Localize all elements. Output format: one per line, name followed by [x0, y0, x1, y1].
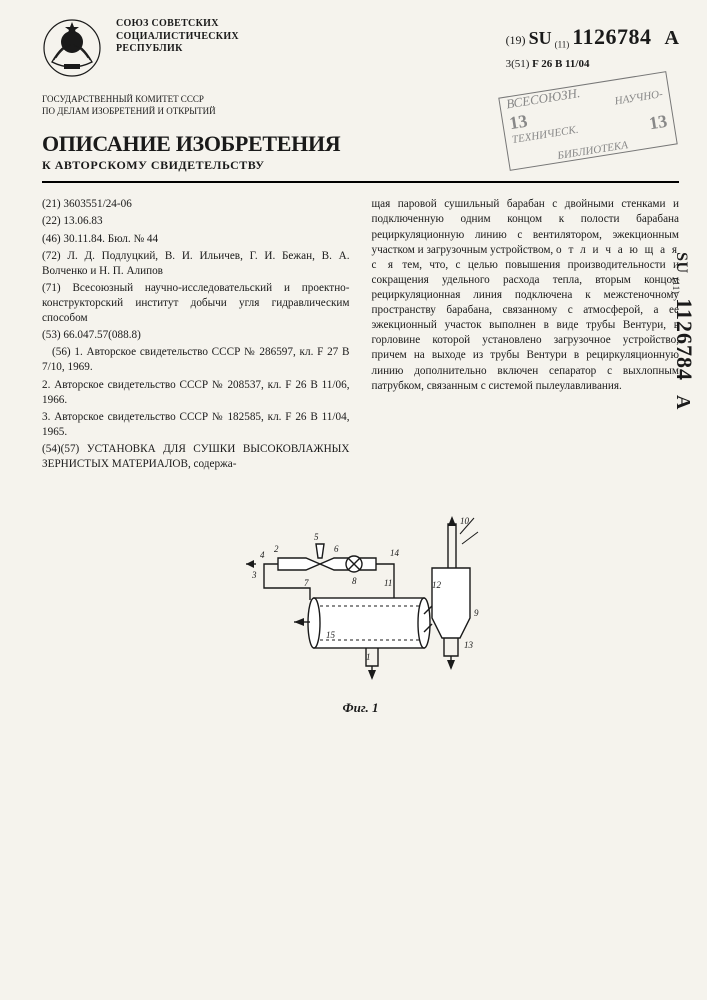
- side-sub: (11): [671, 278, 681, 295]
- ref-7: 7: [304, 578, 309, 588]
- document-letter: A: [665, 27, 679, 49]
- side-letter: A: [672, 395, 694, 410]
- side-su: SU: [673, 252, 690, 273]
- union-label: СОЮЗ СОВЕТСКИХ СОЦИАЛИСТИЧЕСКИХ РЕСПУБЛИ…: [116, 18, 492, 56]
- field-21: (21) 3603551/24-06: [42, 197, 350, 212]
- ref-5: 5: [314, 532, 319, 542]
- ref-14: 14: [390, 548, 400, 558]
- su-sub-11: (11): [555, 39, 570, 49]
- abstract-part2: тем, что, с целью повышения производител…: [372, 259, 680, 392]
- field-71-applicant: (71) Всесоюзный научно-исследовательский…: [42, 281, 350, 326]
- ref-15: 15: [326, 630, 336, 640]
- field-56-ref2: 2. Авторское свидетельство СССР № 208537…: [42, 378, 350, 408]
- su-prefix-19: (19): [506, 33, 526, 47]
- ref-9: 9: [474, 608, 479, 618]
- right-column: щая паровой сушильный барабан с двойными…: [372, 197, 680, 474]
- figure-1: 1 2 3 4 5 6 7 8 9 10 11 12 13 14 15 Фиг.…: [42, 488, 679, 716]
- ref-2: 2: [274, 544, 279, 554]
- ref-1: 1: [366, 652, 371, 662]
- ref-8: 8: [352, 576, 357, 586]
- ref-12: 12: [432, 580, 442, 590]
- stamp-num-left: 13: [508, 109, 529, 134]
- left-column: (21) 3603551/24-06 (22) 13.06.83 (46) 30…: [42, 197, 350, 474]
- document-number-block: (19) SU (11) 1126784 A 3(51) F 26 B 11/0…: [506, 18, 679, 70]
- field-54-57-title: (54)(57) УСТАНОВКА ДЛЯ СУШКИ ВЫСОКОВЛАЖН…: [42, 442, 350, 472]
- ipc-prefix: 3(51): [506, 58, 530, 70]
- ref-3: 3: [251, 570, 257, 580]
- abstract-text: щая паровой сушильный барабан с двойными…: [372, 197, 680, 393]
- ussr-emblem: [42, 18, 102, 78]
- document-number: 1126784: [572, 24, 651, 49]
- ref-6: 6: [334, 544, 339, 554]
- ipc-code: F 26 B 11/04: [532, 58, 589, 70]
- description-subtitle: К АВТОРСКОМУ СВИДЕТЕЛЬСТВУ: [42, 158, 679, 173]
- side-number: 1126784: [672, 298, 697, 381]
- field-46: (46) 30.11.84. Бюл. № 44: [42, 232, 350, 247]
- ref-10: 10: [460, 516, 470, 526]
- figure-caption: Фиг. 1: [42, 700, 679, 716]
- ref-11: 11: [384, 578, 392, 588]
- ref-13: 13: [464, 640, 474, 650]
- side-doc-number-upper: SU (11) 1126784 A: [671, 252, 697, 410]
- committee-label: ГОСУДАРСТВЕННЫЙ КОМИТЕТ СССР ПО ДЕЛАМ ИЗ…: [42, 94, 252, 117]
- stamp-num-right: 13: [647, 110, 668, 135]
- field-56-ref3: 3. Авторское свидетельство СССР № 182585…: [42, 410, 350, 440]
- su-code: SU: [529, 28, 552, 48]
- ref-4: 4: [260, 550, 265, 560]
- field-53: (53) 66.047.57(088.8): [42, 328, 350, 343]
- divider-rule: [42, 181, 679, 183]
- field-22: (22) 13.06.83: [42, 214, 350, 229]
- field-72-authors: (72) Л. Д. Подлуцкий, В. И. Ильичев, Г. …: [42, 249, 350, 279]
- field-56-ref1: (56) 1. Авторское свидетельство СССР № 2…: [42, 345, 350, 375]
